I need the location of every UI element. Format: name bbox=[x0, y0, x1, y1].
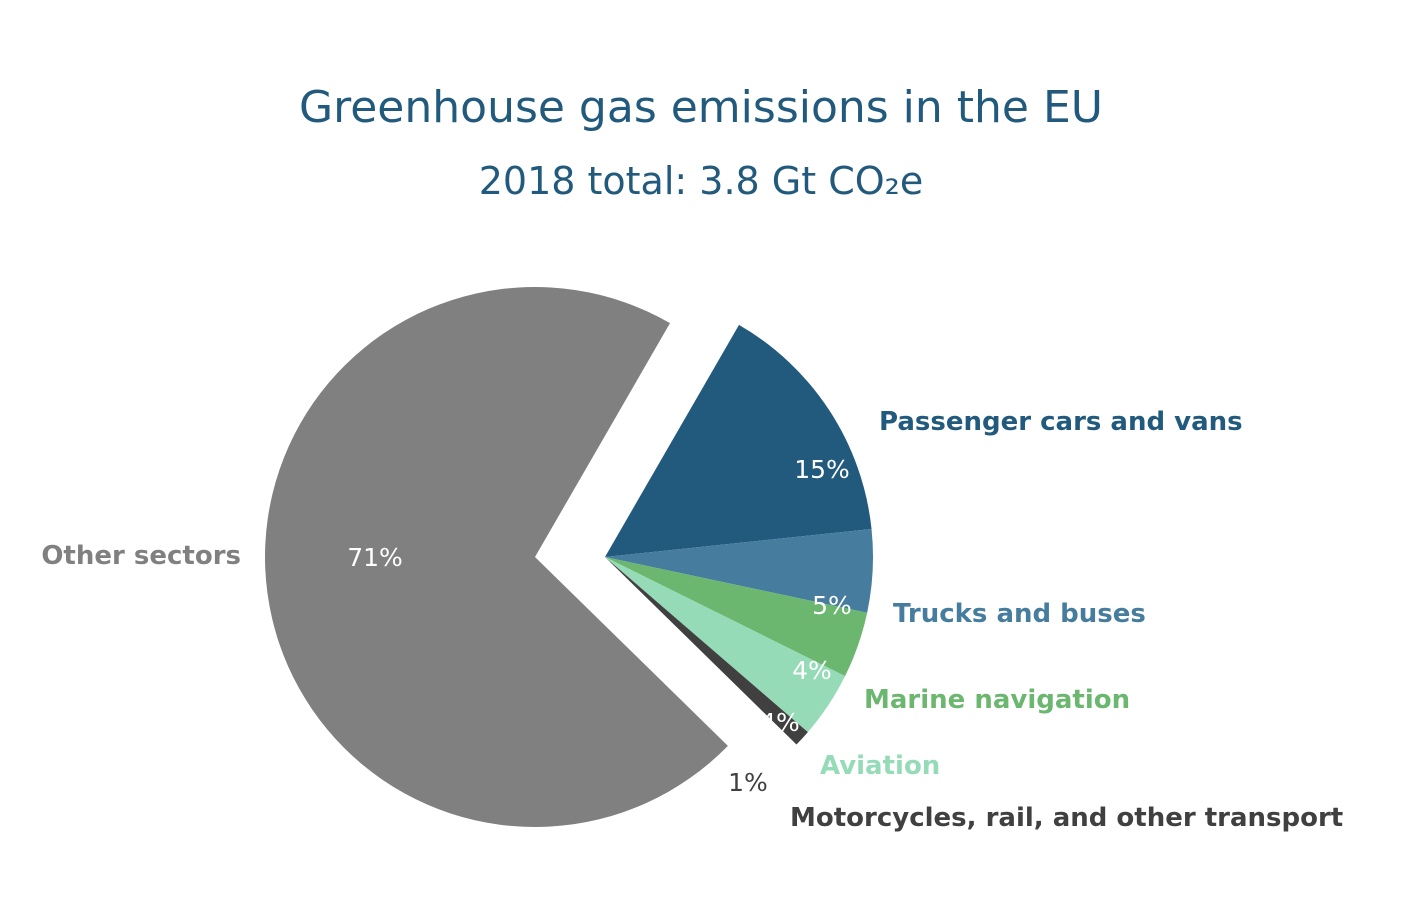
pie-value-labels: 15% 5% 4% 4% 1% 71% bbox=[347, 455, 852, 797]
value-label-trucks-and-buses: 5% bbox=[812, 591, 852, 620]
legend-label-aviation: Aviation bbox=[820, 751, 940, 781]
legend-label-passenger-cars-and-vans: Passenger cars and vans bbox=[879, 407, 1243, 437]
pie-slice-other-sectors bbox=[265, 287, 728, 827]
legend-label-marine-navigation: Marine navigation bbox=[864, 685, 1130, 715]
legend-label-other-sectors: Other sectors bbox=[41, 541, 241, 571]
value-label-other-sectors: 71% bbox=[347, 543, 403, 572]
value-label-aviation: 4% bbox=[760, 708, 800, 737]
pie-slice-marine-navigation bbox=[605, 557, 868, 677]
pie-slice-trucks-and-buses bbox=[605, 528, 873, 613]
pie-name-labels: Passenger cars and vans Trucks and buses M… bbox=[41, 407, 1343, 833]
pie-slice-motorcycles-rail-and-other-transport bbox=[605, 557, 808, 745]
legend-label-motorcycles-rail-and-other-transport: Motorcycles, rail, and other transport bbox=[790, 803, 1343, 833]
pie-slice-passenger-cars-and-vans bbox=[605, 324, 872, 557]
chart-title: Greenhouse gas emissions in the EU bbox=[299, 82, 1103, 133]
pie-slice-aviation bbox=[605, 557, 846, 733]
pie-slices bbox=[265, 287, 873, 827]
legend-label-trucks-and-buses: Trucks and buses bbox=[893, 599, 1146, 629]
chart-subtitle: 2018 total: 3.8 Gt CO₂e bbox=[479, 159, 924, 203]
value-label-passenger-cars-and-vans: 15% bbox=[794, 455, 850, 484]
value-label-marine-navigation: 4% bbox=[792, 656, 832, 685]
value-label-motorcycles-rail-and-other-transport: 1% bbox=[728, 768, 768, 797]
